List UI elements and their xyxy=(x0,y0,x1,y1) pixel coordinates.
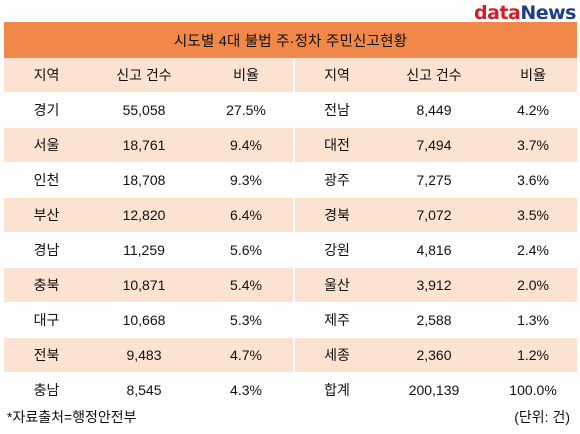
cell-count-2: 2,588 xyxy=(379,302,489,338)
table-row: 부산 12,820 6.4% 경북 7,072 3.5% xyxy=(4,197,578,233)
table-row: 대구 10,668 5.3% 제주 2,588 1.3% xyxy=(4,302,578,338)
header-count: 신고 건수 xyxy=(89,58,199,93)
cell-region-2: 경북 xyxy=(294,197,379,233)
datanews-logo: dataNews xyxy=(474,2,576,24)
cell-ratio-2: 1.2% xyxy=(489,337,578,373)
table-title-row: 시도별 4대 불법 주·정차 주민신고현황 xyxy=(4,22,578,58)
unit-note: (단위: 건) xyxy=(514,409,570,425)
table-footer: *자료출처=행정안전부 (단위: 건) xyxy=(0,398,580,434)
cell-region: 서울 xyxy=(4,127,89,163)
cell-region: 경남 xyxy=(4,232,89,268)
cell-ratio: 9.3% xyxy=(199,162,295,198)
cell-ratio-2: 2.0% xyxy=(489,267,578,303)
table-row: 서울 18,761 9.4% 대전 7,494 3.7% xyxy=(4,127,578,163)
cell-count: 9,483 xyxy=(89,337,199,373)
cell-count: 10,871 xyxy=(89,267,199,303)
cell-count: 18,761 xyxy=(89,127,199,163)
cell-ratio: 9.4% xyxy=(199,127,295,163)
cell-region: 전북 xyxy=(4,337,89,373)
source-note: *자료출처=행정안전부 xyxy=(7,409,137,425)
cell-ratio: 5.6% xyxy=(199,232,295,268)
cell-region: 경기 xyxy=(4,92,89,128)
cell-ratio: 4.7% xyxy=(199,337,295,373)
cell-ratio: 5.3% xyxy=(199,302,295,338)
cell-region-2: 울산 xyxy=(294,267,379,303)
cell-ratio: 6.4% xyxy=(199,197,295,233)
cell-ratio: 27.5% xyxy=(199,92,295,128)
cell-count: 11,259 xyxy=(89,232,199,268)
cell-region-2: 대전 xyxy=(294,127,379,163)
cell-count-2: 3,912 xyxy=(379,267,489,303)
cell-ratio-2: 2.4% xyxy=(489,232,578,268)
table-row: 경남 11,259 5.6% 강원 4,816 2.4% xyxy=(4,232,578,268)
cell-region: 충남 xyxy=(4,372,89,408)
cell-ratio-2: 100.0% xyxy=(489,372,578,408)
cell-ratio: 5.4% xyxy=(199,267,295,303)
table-header-row: 지역 신고 건수 비율 지역 신고 건수 비율 xyxy=(4,58,578,93)
cell-count: 55,058 xyxy=(89,92,199,128)
cell-ratio: 4.3% xyxy=(199,372,295,408)
cell-count: 10,668 xyxy=(89,302,199,338)
cell-region-2: 강원 xyxy=(294,232,379,268)
cell-region-2: 합계 xyxy=(294,372,379,408)
cell-count-2: 200,139 xyxy=(379,372,489,408)
cell-count-2: 8,449 xyxy=(379,92,489,128)
cell-ratio-2: 3.6% xyxy=(489,162,578,198)
table-row: 경기 55,058 27.5% 전남 8,449 4.2% xyxy=(4,92,578,128)
cell-region-2: 제주 xyxy=(294,302,379,338)
table-row: 인천 18,708 9.3% 광주 7,275 3.6% xyxy=(4,162,578,198)
cell-region: 충북 xyxy=(4,267,89,303)
cell-region-2: 광주 xyxy=(294,162,379,198)
cell-ratio-2: 1.3% xyxy=(489,302,578,338)
cell-region: 대구 xyxy=(4,302,89,338)
table-row: 전북 9,483 4.7% 세종 2,360 1.2% xyxy=(4,337,578,373)
header-ratio-2: 비율 xyxy=(489,58,578,93)
cell-count-2: 2,360 xyxy=(379,337,489,373)
cell-count: 8,545 xyxy=(89,372,199,408)
cell-count-2: 7,494 xyxy=(379,127,489,163)
cell-count: 12,820 xyxy=(89,197,199,233)
header-region-2: 지역 xyxy=(294,58,379,93)
cell-count-2: 4,816 xyxy=(379,232,489,268)
cell-region: 부산 xyxy=(4,197,89,233)
cell-region-2: 전남 xyxy=(294,92,379,128)
header-ratio: 비율 xyxy=(199,58,295,93)
table-row: 충북 10,871 5.4% 울산 3,912 2.0% xyxy=(4,267,578,303)
table-row: 충남 8,545 4.3% 합계 200,139 100.0% xyxy=(4,372,578,408)
cell-ratio-2: 3.7% xyxy=(489,127,578,163)
cell-region: 인천 xyxy=(4,162,89,198)
cell-ratio-2: 4.2% xyxy=(489,92,578,128)
logo-part-data: data xyxy=(474,2,521,24)
cell-count: 18,708 xyxy=(89,162,199,198)
report-table: 시도별 4대 불법 주·정차 주민신고현황 지역 신고 건수 비율 지역 신고 … xyxy=(4,22,578,408)
logo-part-news: News xyxy=(520,2,576,24)
cell-ratio-2: 3.5% xyxy=(489,197,578,233)
header-count-2: 신고 건수 xyxy=(379,58,489,93)
cell-region-2: 세종 xyxy=(294,337,379,373)
cell-count-2: 7,275 xyxy=(379,162,489,198)
table-title: 시도별 4대 불법 주·정차 주민신고현황 xyxy=(4,22,578,58)
header-region: 지역 xyxy=(4,58,89,93)
cell-count-2: 7,072 xyxy=(379,197,489,233)
